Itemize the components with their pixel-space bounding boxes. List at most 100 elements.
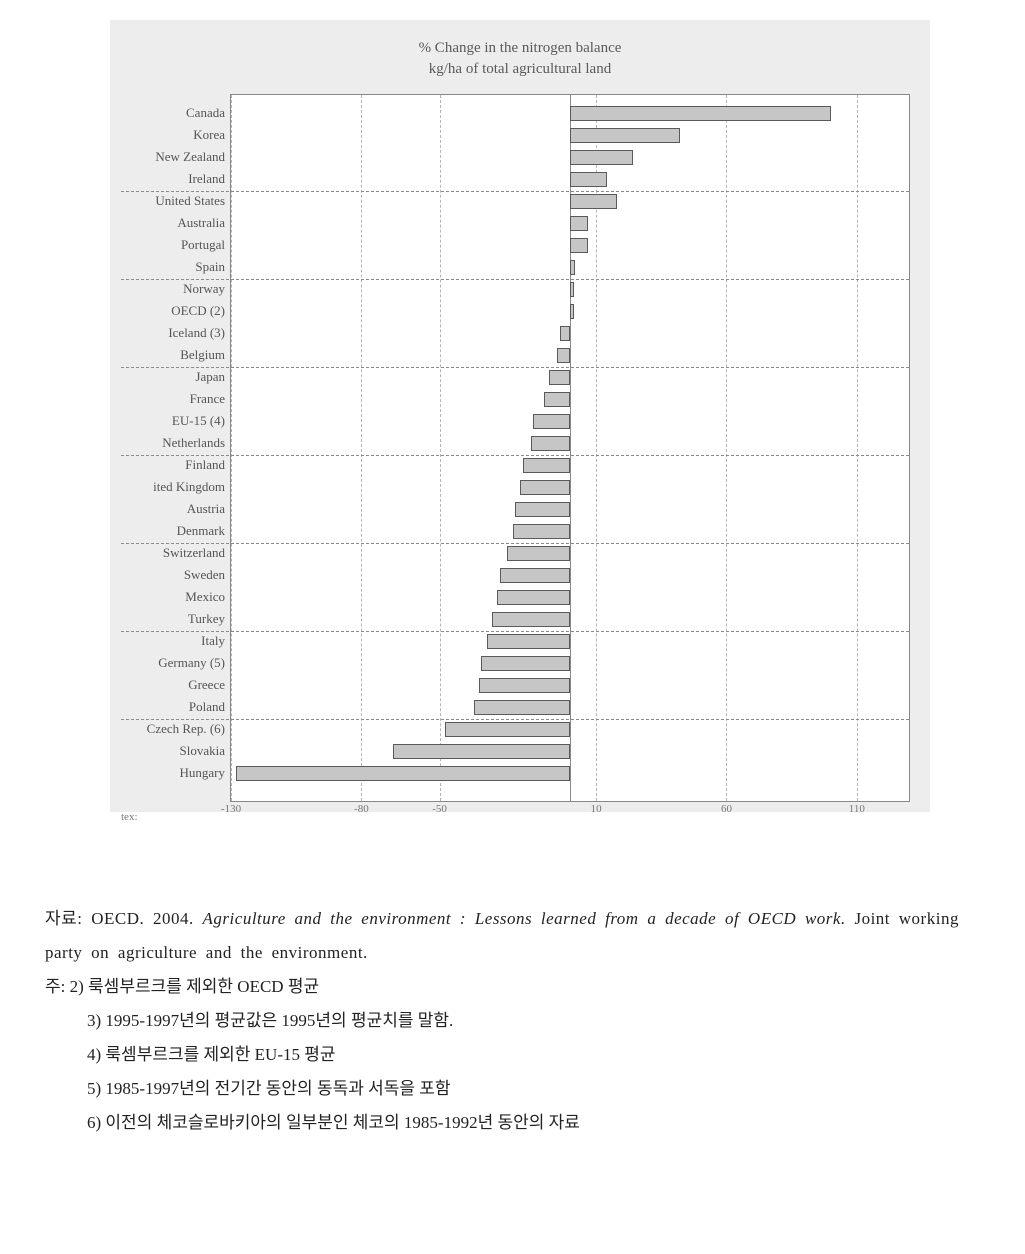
bar-rect xyxy=(560,326,570,341)
bar-rect xyxy=(481,656,570,671)
bar-rect xyxy=(236,766,570,781)
bar-label: Hungary xyxy=(180,765,226,781)
bar-row: Finland xyxy=(231,455,909,477)
bar-label: France xyxy=(190,391,225,407)
bar-label: EU-15 (4) xyxy=(172,413,225,429)
bar-row: United States xyxy=(231,191,909,213)
bar-label: Poland xyxy=(189,699,225,715)
x-tick-label: 10 xyxy=(591,803,602,815)
bar-label: Turkey xyxy=(188,611,225,627)
bar-rect xyxy=(523,458,570,473)
x-tick-label: 60 xyxy=(721,803,732,815)
bar-row: New Zealand xyxy=(231,147,909,169)
source-text-1: OECD. 2004. xyxy=(83,909,203,928)
note-label: 주: xyxy=(45,977,65,996)
bar-row: Germany (5) xyxy=(231,653,909,675)
x-tick-label: -130 xyxy=(221,803,241,815)
bar-row: Hungary xyxy=(231,763,909,785)
bars-layer: CanadaKoreaNew ZealandIrelandUnited Stat… xyxy=(231,95,909,801)
bar-rect xyxy=(570,106,831,121)
bar-rect xyxy=(497,590,570,605)
bar-rect xyxy=(533,414,570,429)
bar-rect xyxy=(445,722,570,737)
x-tick-label: -50 xyxy=(432,803,447,815)
bar-row: Slovakia xyxy=(231,741,909,763)
bar-row: Belgium xyxy=(231,345,909,367)
bar-row: Italy xyxy=(231,631,909,653)
bar-label: Japan xyxy=(195,369,225,385)
source-label: 자료: xyxy=(45,909,83,928)
note-item-1: 3) 1995-1997년의 평균값은 1995년의 평균치를 말함. xyxy=(45,1004,1005,1038)
bar-rect xyxy=(570,150,633,165)
bar-rect xyxy=(479,678,570,693)
bar-row: OECD (2) xyxy=(231,301,909,323)
bar-rect xyxy=(474,700,570,715)
bar-label: Switzerland xyxy=(163,545,225,561)
bar-rect xyxy=(570,260,575,275)
bar-label: Spain xyxy=(195,259,225,275)
bar-rect xyxy=(570,282,574,297)
notes-leader: 주: 2) 룩셈부르크를 제외한 OECD 평균 xyxy=(45,970,1005,1004)
bar-label: ited Kingdom xyxy=(153,479,225,495)
note-item-2: 4) 룩셈부르크를 제외한 EU-15 평균 xyxy=(45,1038,1005,1072)
chart-title: % Change in the nitrogen balance kg/ha o… xyxy=(120,38,920,80)
bar-label: Denmark xyxy=(177,523,225,539)
bar-label: Austria xyxy=(187,501,225,517)
bar-row: EU-15 (4) xyxy=(231,411,909,433)
bar-rect xyxy=(570,172,607,187)
bar-rect xyxy=(531,436,570,451)
bar-row: Czech Rep. (6) xyxy=(231,719,909,741)
bar-row: Norway xyxy=(231,279,909,301)
bar-row: Turkey xyxy=(231,609,909,631)
source-italic: Agriculture and the environment : Lesson… xyxy=(203,909,846,928)
bar-rect xyxy=(570,194,617,209)
bar-row: Poland xyxy=(231,697,909,719)
plot-area: CanadaKoreaNew ZealandIrelandUnited Stat… xyxy=(230,94,910,802)
bar-rect xyxy=(549,370,570,385)
bar-label: Slovakia xyxy=(180,743,226,759)
bar-label: Mexico xyxy=(185,589,225,605)
bar-label: Korea xyxy=(193,127,225,143)
chart-title-line1: % Change in the nitrogen balance xyxy=(419,40,622,56)
bar-rect xyxy=(393,744,570,759)
bar-rect xyxy=(544,392,570,407)
bar-label: United States xyxy=(155,193,225,209)
bar-label: Greece xyxy=(188,677,225,693)
bar-label: Iceland (3) xyxy=(168,325,225,341)
bar-row: Switzerland xyxy=(231,543,909,565)
bar-label: Netherlands xyxy=(162,435,225,451)
bar-label: Norway xyxy=(183,281,225,297)
bar-row: France xyxy=(231,389,909,411)
bar-rect xyxy=(570,216,588,231)
bar-row: Mexico xyxy=(231,587,909,609)
x-tick-label: 110 xyxy=(849,803,865,815)
bar-label: Belgium xyxy=(180,347,225,363)
bar-row: Sweden xyxy=(231,565,909,587)
note-item-4: 6) 이전의 체코슬로바키아의 일부분인 체코의 1985-1992년 동안의 … xyxy=(45,1106,1005,1140)
source-line: 자료: OECD. 2004. Agriculture and the envi… xyxy=(45,902,1005,970)
bar-row: Ireland xyxy=(231,169,909,191)
bar-row: ited Kingdom xyxy=(231,477,909,499)
bar-row: Netherlands xyxy=(231,433,909,455)
note-item-3: 5) 1985-1997년의 전기간 동안의 동독과 서독을 포함 xyxy=(45,1072,1005,1106)
bar-rect xyxy=(492,612,570,627)
bar-rect xyxy=(570,304,574,319)
chart-title-line2: kg/ha of total agricultural land xyxy=(429,61,611,77)
bar-row: Korea xyxy=(231,125,909,147)
chart-container: % Change in the nitrogen balance kg/ha o… xyxy=(110,20,930,812)
bar-row: Austria xyxy=(231,499,909,521)
bar-label: Germany (5) xyxy=(158,655,225,671)
notes-section: 자료: OECD. 2004. Agriculture and the envi… xyxy=(45,902,1005,1140)
bar-row: Canada xyxy=(231,103,909,125)
bar-row: Iceland (3) xyxy=(231,323,909,345)
bar-label: Finland xyxy=(185,457,225,473)
x-axis: -130-80-501060110 xyxy=(231,803,909,823)
bar-rect xyxy=(487,634,570,649)
bar-row: Australia xyxy=(231,213,909,235)
bar-label: Ireland xyxy=(188,171,225,187)
bar-row: Denmark xyxy=(231,521,909,543)
bar-row: Spain xyxy=(231,257,909,279)
bar-label: Canada xyxy=(186,105,225,121)
bar-label: New Zealand xyxy=(155,149,225,165)
bar-label: Portugal xyxy=(181,237,225,253)
